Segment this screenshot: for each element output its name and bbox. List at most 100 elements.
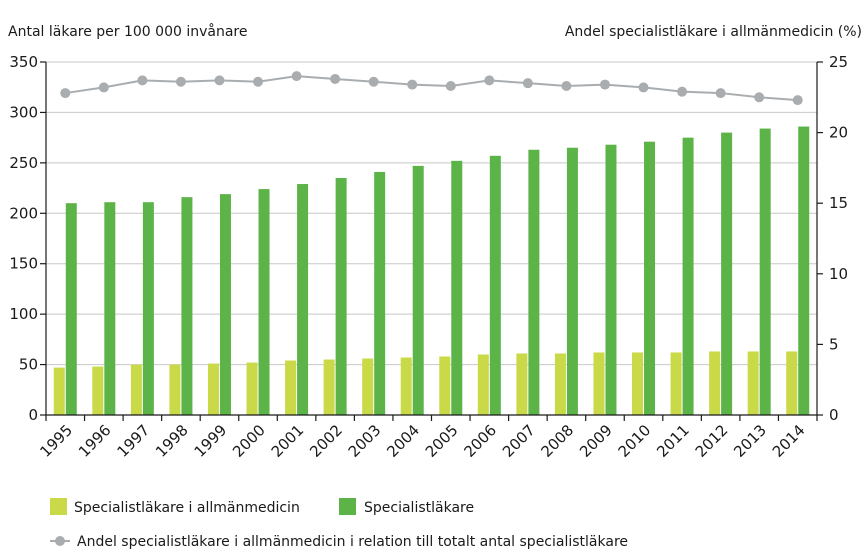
bar-allmanmedicin-2010 [632,352,644,415]
bar-specialistlakare-2000 [258,189,270,415]
line-andel [65,75,798,102]
x-tick-label-2008: 2008 [538,421,578,461]
bar-specialistlakare-2007 [528,149,540,415]
bars [53,126,810,416]
bar-allmanmedicin-2000 [246,362,258,415]
line-point-2002 [330,73,341,84]
bar-allmanmedicin-2009 [593,352,605,415]
line-point-2011 [677,86,688,97]
bar-specialistlakare-2002 [335,177,347,415]
bar-allmanmedicin-2004 [400,357,412,415]
bar-allmanmedicin-2006 [477,354,489,415]
x-tick-label-1999: 1999 [191,421,231,461]
bar-specialistlakare-2010 [644,141,656,416]
legend-label-allmanmedicin: Specialistläkare i allmänmedicin [74,500,300,516]
line-point-2014 [792,95,803,106]
left-tick-label-300: 300 [9,103,38,121]
legend-line-dot [55,536,65,546]
bar-specialistlakare-1997 [142,202,154,415]
right-tick-label-25: 25 [829,53,848,71]
line-point-2000 [253,76,264,87]
x-tick-label-2004: 2004 [383,421,423,461]
line-point-1995 [60,88,71,99]
x-tick-label-2005: 2005 [422,421,462,461]
gridlines [46,61,817,366]
x-tick-label-1998: 1998 [152,421,192,461]
legend-label-andel: Andel specialistläkare i allmänmedicin i… [77,534,628,550]
x-tick-label-2002: 2002 [306,421,346,461]
right-tick-label-10: 10 [829,265,848,283]
left-tick-label-100: 100 [9,305,38,323]
bar-allmanmedicin-1996 [92,366,104,415]
line-point-2003 [368,76,379,87]
line-point-2012 [715,88,726,99]
left-tick-label-0: 0 [28,406,38,424]
right-tick-label-20: 20 [829,124,848,142]
line-point-1997 [137,75,148,86]
legend-swatch-allmanmedicin [50,498,67,515]
bar-allmanmedicin-2007 [516,353,528,415]
bar-specialistlakare-2013 [759,128,771,415]
x-tick-label-2000: 2000 [229,421,269,461]
bar-specialistlakare-2004 [412,165,424,415]
line-series [60,71,803,106]
x-tick-label-1996: 1996 [75,421,115,461]
bar-allmanmedicin-1997 [130,364,142,415]
x-tick-label-2006: 2006 [460,421,500,461]
line-point-1996 [98,82,109,93]
bar-allmanmedicin-2013 [747,351,759,415]
bar-allmanmedicin-1998 [169,364,181,415]
left-tick-label-50: 50 [19,356,38,374]
bar-specialistlakare-2005 [451,160,463,415]
line-point-1998 [175,76,186,87]
x-tick-label-2014: 2014 [769,421,809,461]
x-tick-label-2001: 2001 [268,421,308,461]
x-tick-label-2012: 2012 [692,421,732,461]
legend-label-specialistlakare: Specialistläkare [364,500,474,516]
bar-specialistlakare-2003 [374,171,386,415]
x-tick-label-1997: 1997 [113,421,153,461]
line-point-2006 [484,75,495,86]
legend-swatch-specialistlakare [339,498,356,515]
left-tick-label-350: 350 [9,53,38,71]
bar-allmanmedicin-2012 [709,351,721,415]
x-tick-label-2013: 2013 [730,421,770,461]
left-tick-label-150: 150 [9,255,38,273]
line-point-2008 [561,81,572,92]
bar-specialistlakare-2001 [297,184,309,415]
line-point-2005 [445,81,456,92]
bar-specialistlakare-1999 [219,194,231,415]
bar-specialistlakare-1995 [65,203,77,415]
bar-specialistlakare-2014 [798,126,810,415]
x-tick-label-2007: 2007 [499,421,539,461]
right-tick-label-0: 0 [829,406,839,424]
right-tick-label-15: 15 [829,194,848,212]
bar-specialistlakare-1998 [181,197,193,415]
line-point-2009 [599,79,610,90]
x-tick-label-2011: 2011 [653,421,693,461]
right-axis-title: Andel specialistläkare i allmänmedicin (… [565,24,862,40]
bar-specialistlakare-2009 [605,144,617,415]
bar-allmanmedicin-2014 [786,351,798,415]
line-point-2004 [407,79,418,90]
bar-allmanmedicin-2011 [670,352,682,415]
left-tick-label-250: 250 [9,154,38,172]
x-tick-label-1995: 1995 [36,421,76,461]
x-tick-label-2003: 2003 [345,421,385,461]
line-point-2001 [291,71,302,82]
bar-allmanmedicin-1999 [207,363,219,415]
bar-allmanmedicin-2005 [439,356,451,415]
x-tick-label-2010: 2010 [615,421,655,461]
right-tick-label-5: 5 [829,335,839,353]
bar-allmanmedicin-1995 [53,367,65,415]
line-point-2013 [754,92,765,103]
line-point-2007 [522,78,533,89]
bar-specialistlakare-2012 [721,132,733,415]
bar-allmanmedicin-2002 [323,359,335,415]
line-point-1999 [214,75,225,86]
bar-specialistlakare-2011 [682,137,694,415]
bar-allmanmedicin-2001 [285,360,297,415]
bar-specialistlakare-1996 [104,202,116,415]
bar-specialistlakare-2006 [489,155,501,415]
